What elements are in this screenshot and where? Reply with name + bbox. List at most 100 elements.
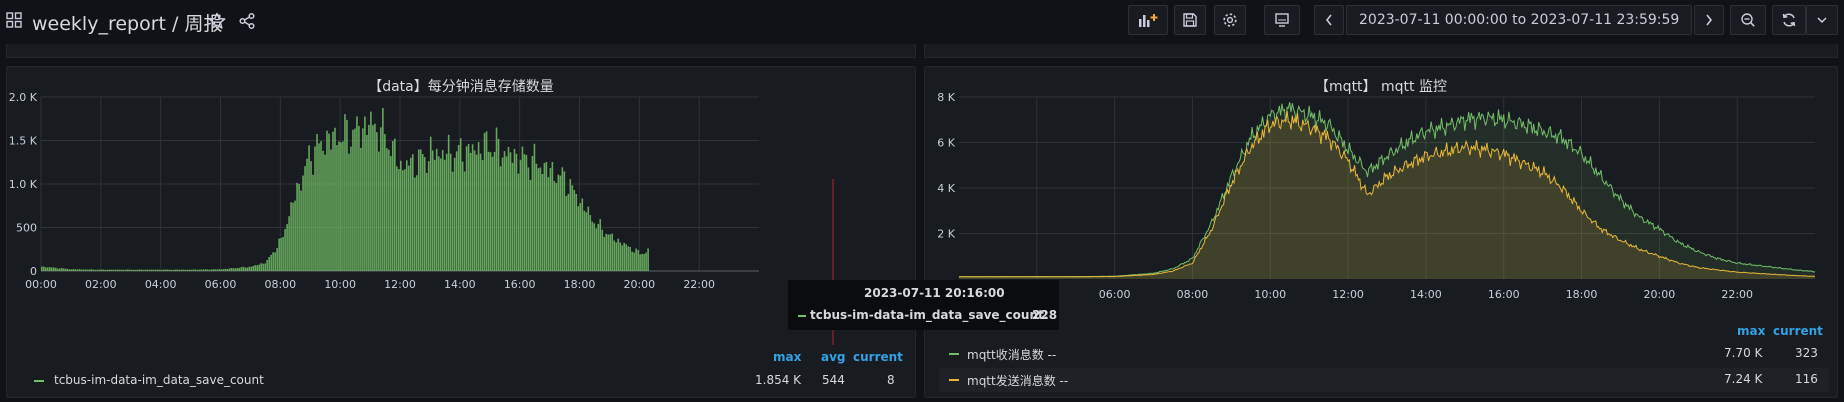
zoom-out-button[interactable] xyxy=(1730,5,1766,35)
bar xyxy=(58,268,61,271)
bar xyxy=(511,162,514,271)
bar xyxy=(423,157,426,271)
bar xyxy=(599,219,602,271)
x-tick-label: 18:00 xyxy=(564,278,596,291)
panel-title[interactable]: 【data】每分钟消息存储数量 xyxy=(368,79,554,95)
previous-panel-bottom-right xyxy=(924,44,1838,58)
bar xyxy=(549,168,552,271)
bar xyxy=(88,269,91,271)
bar xyxy=(258,264,260,271)
panel-title[interactable]: 【mqtt】 mqtt 监控 xyxy=(1315,79,1447,95)
bar xyxy=(200,269,203,271)
series-color-swatch xyxy=(949,379,959,381)
legend-row[interactable]: mqtt发送消息数 -- 7.24 K 116 xyxy=(939,368,1829,392)
share-icon[interactable] xyxy=(238,12,256,30)
refresh-button[interactable] xyxy=(1772,5,1806,35)
mqtt-chart[interactable]: 2 K4 K6 K8 K 04:0006:0008:0010:0012:0014… xyxy=(925,93,1837,368)
bar xyxy=(439,158,442,271)
bar xyxy=(609,234,612,271)
dashboards-grid-icon[interactable] xyxy=(6,12,22,28)
data-save-count-chart[interactable]: 0 500 1.0 K 1.5 K 2.0 K 00:00 02:00 04:00 06:00… xyxy=(7,93,915,368)
bar xyxy=(260,263,262,271)
bar xyxy=(457,145,460,271)
x-tick-label: 06:00 xyxy=(205,278,237,291)
bar xyxy=(364,116,366,271)
bar xyxy=(230,267,233,271)
bar xyxy=(485,131,488,271)
legend-header-current[interactable]: current xyxy=(1773,324,1823,338)
y-tick-label: 4 K xyxy=(937,182,955,195)
bar xyxy=(573,189,576,271)
bar xyxy=(443,159,446,271)
add-panel-button[interactable] xyxy=(1128,5,1168,35)
bar xyxy=(525,154,528,271)
bar xyxy=(224,268,227,271)
save-dashboard-button[interactable] xyxy=(1174,5,1206,35)
bar xyxy=(471,144,474,271)
series-name: mqtt发送消息数 -- xyxy=(967,374,1069,388)
bar xyxy=(50,267,53,271)
bar xyxy=(643,254,645,271)
bar xyxy=(527,167,530,271)
star-icon[interactable] xyxy=(208,12,226,30)
bar xyxy=(252,265,255,271)
legend-header-current[interactable]: current xyxy=(853,350,903,364)
bar xyxy=(64,268,67,271)
legend-row[interactable]: mqtt收消息数 -- 7.70 K 323 xyxy=(939,342,1829,366)
bar xyxy=(577,206,580,271)
bar xyxy=(214,269,217,271)
bar xyxy=(541,173,544,271)
series-max: 7.24 K xyxy=(1724,372,1763,386)
bar xyxy=(114,269,117,271)
bar xyxy=(190,269,193,271)
bar xyxy=(551,161,554,271)
bar xyxy=(72,269,75,271)
bar xyxy=(633,252,635,271)
time-range-label: 2023-07-11 00:00:00 to 2023-07-11 23:59:… xyxy=(1359,12,1680,28)
cycle-view-mode-button[interactable] xyxy=(1264,5,1300,35)
series-current: 323 xyxy=(1795,346,1818,360)
legend-header-max[interactable]: max xyxy=(773,350,802,364)
time-shift-back-button[interactable] xyxy=(1314,5,1344,35)
refresh-interval-dropdown[interactable] xyxy=(1806,5,1838,35)
bar xyxy=(641,253,643,271)
bar xyxy=(78,269,81,271)
bar xyxy=(234,268,237,271)
bar xyxy=(563,171,566,271)
bar xyxy=(449,153,452,271)
bar xyxy=(180,269,183,271)
bar xyxy=(388,149,390,271)
bar xyxy=(334,127,336,271)
bar xyxy=(368,124,370,271)
bar xyxy=(286,224,288,271)
bar xyxy=(401,170,404,271)
bar xyxy=(461,161,464,271)
dashboard-settings-button[interactable] xyxy=(1214,5,1246,35)
bar xyxy=(394,138,396,271)
bar xyxy=(176,269,179,271)
bar xyxy=(350,146,352,271)
x-tick-label: 12:00 xyxy=(384,278,416,291)
bar xyxy=(340,142,342,271)
bar xyxy=(555,183,558,271)
bar xyxy=(262,263,264,271)
dashboard-title[interactable]: weekly_report / 周报 xyxy=(32,13,223,35)
bar xyxy=(326,130,328,271)
bar xyxy=(144,269,147,271)
add-panel-icon xyxy=(1139,14,1158,27)
bar xyxy=(166,269,169,271)
legend-header-max[interactable]: max xyxy=(1737,324,1766,338)
bar xyxy=(539,167,542,271)
tooltip-series-name: tcbus-im-data-im_data_save_count: xyxy=(810,308,1049,322)
bar xyxy=(304,166,306,271)
legend-row[interactable]: tcbus-im-data-im_data_save_count 1.854 K… xyxy=(7,369,915,393)
bar xyxy=(282,236,284,271)
bar xyxy=(328,133,330,271)
legend-header-avg[interactable]: avg xyxy=(821,350,846,364)
bar xyxy=(188,269,191,271)
time-range-picker[interactable]: 2023-07-11 00:00:00 to 2023-07-11 23:59:… xyxy=(1346,5,1692,35)
time-shift-forward-button[interactable] xyxy=(1694,5,1724,35)
bar xyxy=(380,127,382,271)
bar xyxy=(162,269,165,271)
x-tick-label: 04:00 xyxy=(145,278,177,291)
